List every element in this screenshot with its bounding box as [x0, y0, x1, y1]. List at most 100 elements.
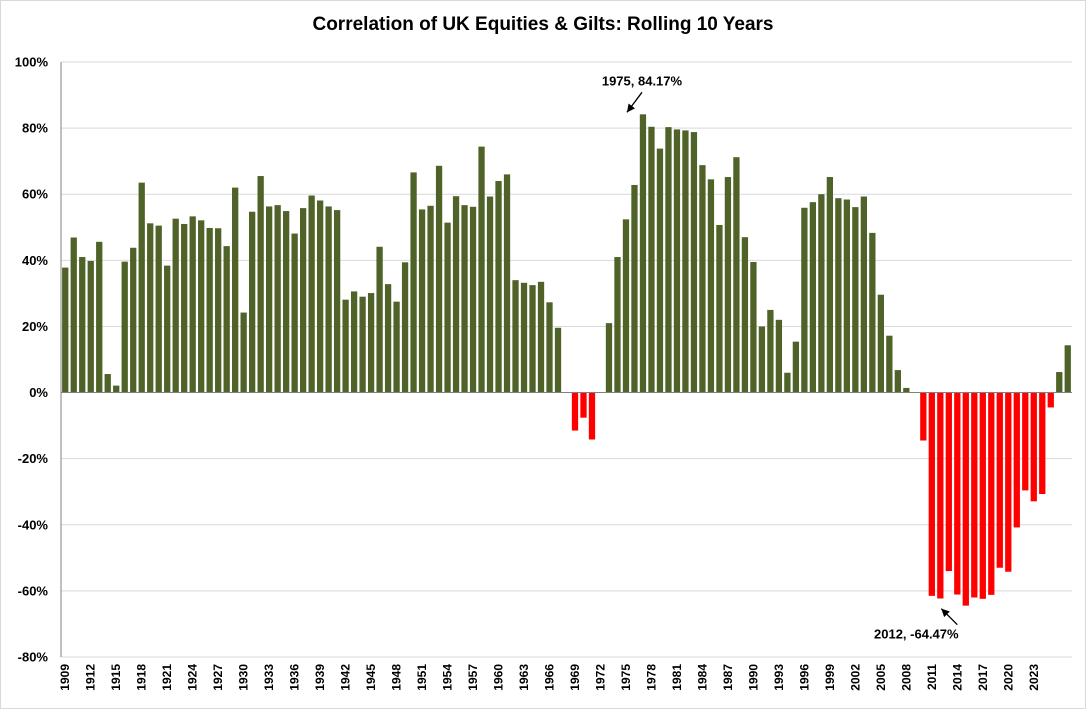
bar-1965: [537, 281, 545, 393]
bar-2012: [937, 392, 944, 599]
bar-1932: [257, 176, 264, 393]
y-tick-label: 40%: [22, 253, 48, 268]
bar-2021: [1013, 392, 1020, 528]
bar-1912: [87, 260, 94, 393]
y-tick-label: -60%: [18, 583, 49, 598]
bar-2024: [1039, 392, 1046, 495]
y-tick-label: -20%: [18, 451, 49, 466]
bar-2000: [835, 198, 842, 393]
bar-1993: [775, 319, 783, 393]
bar-2016: [971, 392, 978, 598]
annotation-arrow-head: [941, 608, 950, 618]
x-tick-label: 1969: [568, 664, 582, 691]
bar-1936: [291, 233, 298, 393]
bar-1985: [707, 179, 715, 393]
y-axis-ticks: 100% 80% 60% 40% 20% 0% -20% -40% -60% -80%: [15, 55, 49, 665]
x-tick-label: 1930: [237, 664, 251, 691]
bar-1962: [512, 280, 519, 393]
x-tick-label: 1954: [441, 664, 455, 691]
x-tick-label: 1909: [58, 664, 72, 691]
x-tick-label: 2017: [976, 664, 990, 691]
bar-2001: [843, 199, 851, 393]
bar-1957: [469, 206, 477, 393]
bar-1913: [96, 241, 103, 393]
x-tick-label: 1957: [466, 664, 480, 691]
bar-1927: [215, 228, 222, 393]
bar-2026: [1056, 372, 1063, 393]
bar-1984: [699, 165, 706, 393]
bar-1991: [758, 326, 766, 393]
x-tick-label: 1999: [823, 664, 837, 691]
bar-2010: [920, 392, 927, 441]
bar-1920: [155, 225, 162, 393]
bar-1971: [588, 392, 596, 440]
bar-1911: [79, 257, 86, 393]
x-tick-label: 1987: [721, 664, 735, 691]
x-tick-label: 1960: [492, 664, 506, 691]
axes: [60, 62, 1072, 657]
bar-2015: [962, 392, 969, 606]
bar-1944: [359, 296, 366, 393]
bar-1983: [690, 132, 698, 393]
bar-1937: [299, 208, 307, 393]
bar-1976: [631, 184, 638, 393]
bar-1981: [673, 129, 681, 393]
x-tick-label: 1933: [262, 664, 276, 691]
bar-1949: [401, 262, 409, 393]
x-tick-label: 2008: [899, 664, 913, 691]
bar-2002: [852, 207, 859, 393]
bar-1938: [308, 195, 315, 393]
bar-2008: [903, 387, 910, 393]
bar-1964: [529, 285, 536, 393]
bar-1934: [274, 205, 281, 393]
bar-1990: [750, 261, 757, 393]
bar-1974: [614, 257, 621, 393]
bar-2011: [928, 392, 935, 596]
bar-1970: [580, 392, 587, 418]
bar-1940: [325, 206, 332, 393]
bar-1987: [724, 177, 732, 393]
bar-1999: [826, 177, 834, 393]
x-tick-label: 1951: [415, 664, 429, 691]
bar-1995: [792, 341, 800, 393]
x-tick-label: 1981: [670, 664, 684, 691]
x-tick-label: 1912: [84, 664, 98, 691]
bar-1955: [452, 196, 460, 393]
bar-1997: [809, 202, 817, 393]
annotation-label: 2012, -64.47%: [874, 627, 959, 642]
y-tick-label: 0%: [29, 385, 48, 400]
bar-1922: [172, 218, 179, 393]
y-tick-label: -80%: [18, 650, 49, 665]
bar-2004: [869, 232, 876, 393]
bar-1952: [427, 205, 434, 393]
bar-1979: [656, 148, 664, 393]
x-tick-label: 1918: [135, 664, 149, 691]
bar-1916: [121, 261, 128, 393]
x-tick-label: 1948: [390, 664, 404, 691]
bar-1923: [181, 223, 188, 393]
x-tick-label: 1978: [644, 664, 658, 691]
x-tick-label: 1915: [109, 664, 123, 691]
bar-1956: [461, 205, 468, 393]
bars: [62, 114, 1071, 606]
bar-1969: [571, 392, 579, 431]
bar-2027: [1064, 345, 1071, 393]
x-tick-label: 1921: [160, 664, 174, 691]
bar-1988: [733, 157, 740, 393]
bar-1954: [444, 222, 451, 393]
x-axis-ticks: 1909 1912 1915 1918 1921 1924 1927 1930 1933 1936…: [58, 664, 1041, 691]
bar-2014: [954, 392, 961, 595]
x-tick-label: 2005: [874, 664, 888, 691]
bar-1915: [113, 385, 120, 393]
bar-1947: [384, 284, 392, 393]
x-tick-label: 1990: [746, 664, 760, 691]
bar-1919: [147, 223, 154, 393]
bar-1982: [682, 130, 689, 393]
bar-1925: [198, 220, 205, 393]
bar-1953: [435, 165, 443, 393]
bar-2022: [1022, 392, 1029, 491]
y-tick-label: 80%: [22, 121, 48, 136]
annotations: 1975, 84.17% 2012, -64.47%: [602, 73, 959, 641]
annotation-arrow-head: [626, 103, 635, 113]
